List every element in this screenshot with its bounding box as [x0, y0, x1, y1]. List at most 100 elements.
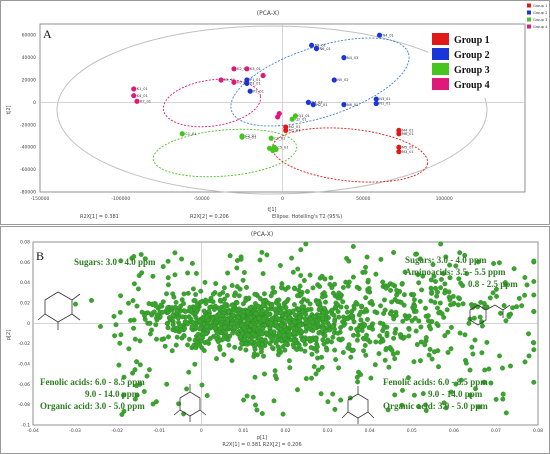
loading-point — [447, 275, 453, 281]
legend-swatch-1 — [432, 33, 449, 45]
loading-point — [204, 324, 210, 329]
loading-point — [433, 285, 438, 291]
loading-point — [457, 250, 463, 256]
x-tick-label-b: 0.02 — [280, 428, 290, 434]
loading-point — [526, 331, 531, 337]
loading-point — [307, 301, 313, 307]
loading-point — [355, 379, 361, 385]
loading-point — [311, 364, 317, 370]
loading-point — [280, 305, 286, 311]
loading-point — [272, 373, 278, 379]
loading-point — [256, 335, 262, 341]
loading-point — [350, 315, 356, 321]
loading-point — [531, 340, 537, 346]
x-tick-label-a: -150000 — [31, 196, 50, 202]
loading-point — [391, 250, 397, 255]
loading-point — [270, 285, 276, 291]
loading-point — [336, 290, 342, 296]
legend-swatch-3 — [432, 63, 449, 75]
loading-point — [416, 404, 421, 409]
loading-point — [312, 325, 318, 331]
x-tick-label-b: -0.02 — [111, 428, 123, 434]
loading-point — [332, 406, 338, 412]
loading-point — [193, 292, 199, 297]
loading-point — [185, 342, 191, 348]
loading-point — [158, 302, 164, 308]
loading-point — [186, 336, 192, 342]
loading-point — [391, 316, 397, 322]
x-tick-label-b: 0.01 — [238, 428, 248, 434]
loading-point — [191, 298, 197, 304]
loading-point — [170, 313, 176, 318]
y-tick-label-b: 0.06 — [20, 260, 30, 266]
score-point-label: Q1_01 — [298, 114, 310, 118]
loading-point — [332, 318, 338, 324]
loading-point — [303, 311, 309, 317]
loading-point — [362, 269, 368, 275]
loading-point — [435, 289, 440, 295]
loading-point — [358, 309, 364, 315]
loading-point — [502, 280, 508, 285]
loading-point — [472, 337, 478, 343]
loading-point — [132, 367, 138, 373]
loading-point — [142, 256, 148, 262]
loading-point — [415, 272, 421, 278]
legend-big: Group 1 Group 2 Group 3 Group 4 — [432, 33, 490, 91]
loading-point — [320, 325, 326, 331]
y-axis-label-a: t[2] — [6, 105, 12, 114]
loading-point — [252, 333, 258, 338]
score-point-label: M2_01 — [289, 125, 301, 129]
loading-point — [291, 302, 297, 308]
loading-point — [418, 339, 424, 345]
annotation-organic-right: Organic acid: 3.0 - 5.0 ppm — [383, 401, 488, 411]
loading-point — [174, 308, 180, 314]
loading-point — [193, 270, 199, 276]
loading-point — [213, 281, 219, 287]
loading-point — [164, 381, 170, 387]
loading-point — [169, 348, 175, 354]
score-point-group-3 — [270, 147, 276, 154]
y-axis-label-b: p[2] — [6, 330, 12, 340]
loading-point — [330, 391, 336, 397]
loading-point — [302, 348, 308, 354]
loading-point — [373, 339, 379, 345]
loading-point — [481, 379, 487, 385]
score-point-group-4 — [231, 66, 237, 72]
loading-point — [349, 309, 355, 314]
loading-point — [217, 312, 223, 318]
loading-point — [137, 362, 143, 368]
loading-point — [271, 398, 277, 404]
loading-point — [118, 332, 124, 338]
annotation-fenolic-right-range2: 9.0 - 14.0 ppm — [428, 389, 483, 399]
loading-point — [89, 297, 94, 303]
loading-point — [393, 312, 399, 318]
loading-point — [295, 266, 301, 272]
loading-point — [448, 346, 454, 352]
loading-point — [411, 297, 417, 303]
x-tick-label-a: -50000 — [194, 196, 210, 202]
loading-point — [229, 358, 235, 364]
loading-point — [450, 301, 456, 307]
loading-point — [276, 317, 282, 323]
loading-point — [261, 317, 267, 323]
loading-point — [531, 347, 537, 353]
loading-point — [118, 293, 124, 299]
loading-point — [142, 313, 147, 319]
loading-point — [260, 298, 266, 304]
loading-point — [487, 295, 493, 301]
loading-point — [292, 319, 297, 325]
loading-point — [367, 339, 373, 345]
footer-b: R2X[1] = 0.381 R2X[2] = 0.206 — [222, 442, 301, 448]
loading-point — [160, 264, 166, 270]
loading-point — [255, 341, 261, 346]
loading-point — [252, 291, 258, 297]
loading-point — [222, 301, 228, 307]
loading-point — [381, 325, 387, 331]
loading-point — [287, 365, 293, 371]
loading-point — [172, 272, 178, 278]
legend-small-swatch — [527, 17, 531, 22]
loading-point — [131, 325, 137, 331]
loading-point — [391, 335, 397, 341]
legend-small: Group 1 Group 2 Group 3 Group 4 — [527, 3, 548, 29]
loading-point — [134, 303, 140, 309]
